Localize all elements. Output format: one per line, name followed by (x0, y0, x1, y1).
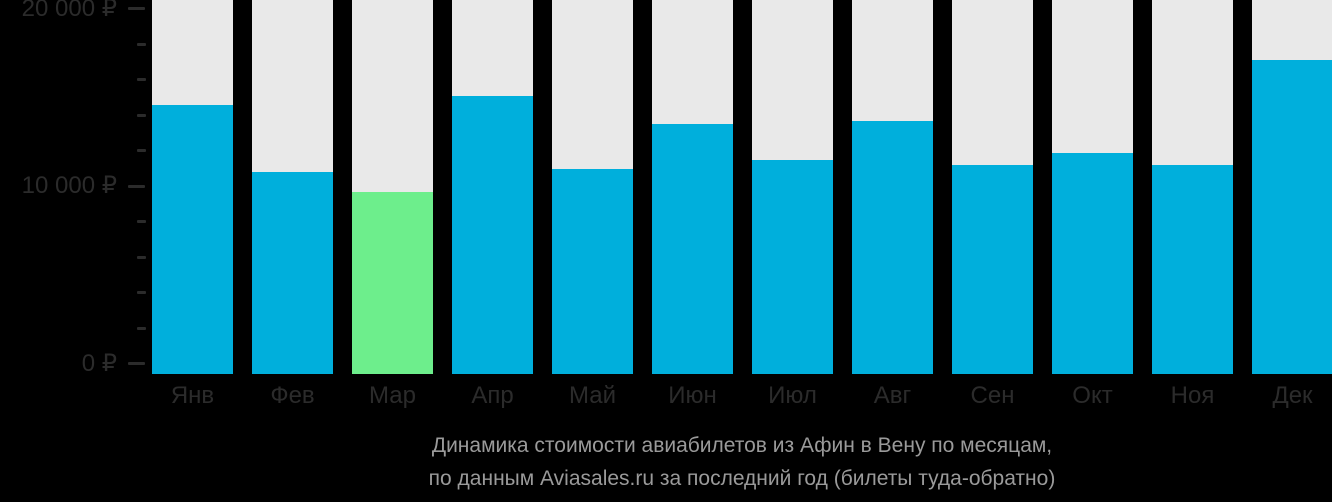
y-axis-major-tick (128, 362, 145, 365)
price-bar-Июл[interactable] (752, 159, 833, 374)
price-bar-Июн[interactable] (652, 124, 733, 374)
x-axis-label-Сен: Сен (970, 382, 1015, 409)
x-axis-label-Май: Май (568, 382, 616, 409)
y-axis-label: 0 ₽ (81, 349, 117, 377)
chart-caption: Динамика стоимости авиабилетов из Афин в… (152, 433, 1332, 492)
price-bar-Май[interactable] (552, 168, 633, 374)
x-axis-label-Ноя: Ноя (1170, 382, 1215, 409)
x-axis-label-Окт: Окт (1072, 382, 1113, 409)
y-axis-minor-tick (137, 78, 146, 81)
chart-title: Динамика стоимости авиабилетов из Афин в… (431, 434, 1053, 457)
x-axis-label-Авг: Авг (873, 382, 912, 409)
price-bar-Окт[interactable] (1052, 152, 1133, 374)
x-axis-label-Июл: Июл (768, 382, 817, 409)
y-axis-major-tick (128, 184, 145, 188)
price-bar-Ноя[interactable] (1152, 165, 1233, 374)
y-axis-minor-tick (137, 291, 146, 294)
price-bar-Фев[interactable] (252, 172, 333, 374)
price-bar-Авг[interactable] (852, 120, 933, 374)
y-axis-minor-tick (137, 326, 146, 330)
x-axis-label-Мар: Мар (369, 382, 416, 409)
y-axis-label: 20 000 ₽ (21, 0, 117, 22)
x-axis-label-Апр: Апр (471, 382, 514, 409)
chart-subtitle: по данным Aviasales.ru за последний год … (428, 467, 1056, 490)
x-axis-label-Фев: Фев (270, 382, 315, 409)
x-axis-label-Янв: Янв (170, 382, 215, 409)
price-bar-Апр[interactable] (452, 95, 533, 374)
price-bar-Дек[interactable] (1252, 60, 1332, 374)
y-axis-minor-tick (137, 255, 146, 259)
price-bar-Мар[interactable] (352, 191, 433, 374)
y-axis-minor-tick (137, 220, 146, 223)
price-bar-Сен[interactable] (952, 165, 1033, 374)
x-axis-label-Дек: Дек (1272, 382, 1313, 409)
y-axis-major-tick (128, 7, 145, 10)
y-axis-minor-tick (137, 113, 146, 117)
y-axis-label: 10 000 ₽ (21, 172, 117, 199)
y-axis-minor-tick (137, 42, 146, 46)
y-axis-minor-tick (137, 149, 146, 152)
price-bar-Янв[interactable] (152, 104, 233, 374)
x-axis-label-Июн: Июн (668, 382, 717, 409)
